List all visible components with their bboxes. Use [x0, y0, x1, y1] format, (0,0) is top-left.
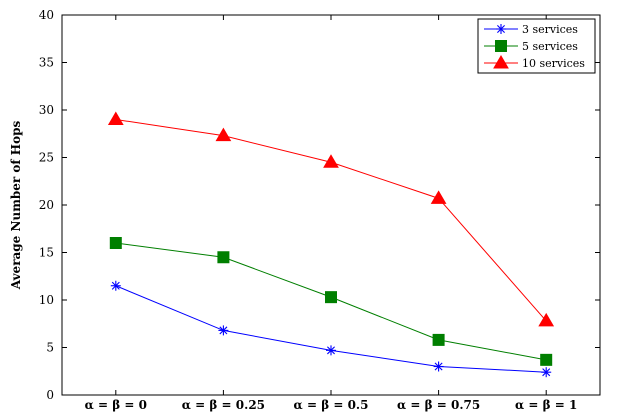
asterisk-marker [433, 361, 444, 372]
x-tick-label: α = β = 0.75 [397, 398, 480, 412]
series-2 [107, 111, 555, 327]
y-tick-label: 35 [39, 56, 54, 70]
triangle-marker [430, 190, 447, 204]
data-point [541, 367, 552, 378]
data-point [325, 291, 337, 304]
legend-entry: 10 services [484, 55, 585, 70]
square-marker [109, 237, 122, 249]
square-marker [495, 40, 507, 52]
asterisk-stroke [219, 326, 228, 335]
series-0 [110, 280, 552, 378]
data-point [217, 251, 230, 264]
data-point [540, 353, 553, 366]
data-point [215, 127, 232, 142]
data-point [430, 190, 447, 204]
data-point [109, 237, 122, 249]
x-axis: α = β = 0 α = β = 0.25 α = β = 0.5 α = β = … [85, 15, 577, 412]
data-point [326, 345, 336, 356]
x-tick-label: α = β = 1 [515, 398, 577, 412]
square-marker [325, 291, 337, 304]
data-point [432, 333, 445, 346]
legend: 3 services 5 services 10 services [477, 18, 596, 74]
asterisk-stroke [542, 368, 551, 377]
x-tick-label: α = β = 0.5 [294, 398, 369, 412]
y-tick-label: 10 [39, 293, 54, 307]
y-tick-label: 20 [39, 198, 54, 212]
asterisk-stroke [434, 362, 443, 371]
y-tick-label: 5 [46, 341, 54, 355]
legend-entry: 5 services [484, 40, 578, 53]
asterisk-marker [110, 280, 121, 291]
x-tick-label: α = β = 0.25 [182, 398, 265, 412]
triangle-marker [323, 154, 339, 168]
asterisk-marker [218, 325, 229, 336]
legend-label: 3 services [522, 23, 578, 36]
asterisk-marker [541, 367, 552, 378]
series-line [115, 119, 547, 322]
asterisk-stroke [111, 281, 120, 290]
y-axis-label: Average Number of Hops [9, 121, 23, 291]
series-layer [107, 111, 555, 378]
square-marker [432, 333, 445, 346]
asterisk-marker [496, 24, 506, 34]
asterisk-stroke [327, 346, 335, 355]
y-tick-label: 40 [39, 8, 54, 22]
y-tick-label: 0 [46, 388, 54, 402]
y-axis: 0 5 10 15 20 25 30 35 40 [39, 8, 600, 402]
asterisk-stroke [497, 25, 505, 33]
data-point [107, 111, 124, 125]
legend-label: 5 services [522, 40, 578, 53]
data-point [110, 280, 121, 291]
triangle-marker [107, 111, 124, 125]
y-tick-label: 25 [39, 151, 54, 165]
legend-label: 10 services [522, 57, 585, 70]
data-point [323, 154, 339, 168]
triangle-marker [493, 55, 509, 69]
square-marker [217, 251, 230, 264]
y-tick-label: 15 [39, 246, 54, 260]
y-tick-label: 30 [39, 103, 54, 117]
data-point [538, 312, 555, 327]
asterisk-marker [326, 345, 336, 356]
data-point [433, 361, 444, 372]
triangle-marker [215, 127, 232, 142]
series-1 [109, 237, 553, 366]
x-tick-label: α = β = 0 [85, 398, 147, 412]
triangle-marker [538, 312, 555, 327]
legend-entry: 3 services [484, 23, 578, 36]
square-marker [540, 353, 553, 366]
data-point [218, 325, 229, 336]
